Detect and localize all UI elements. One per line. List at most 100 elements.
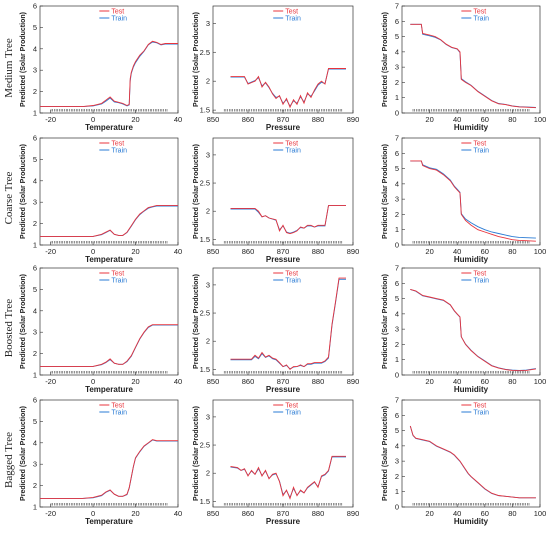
y-tick-label: 0 (395, 109, 399, 118)
x-tick-label: 100 (534, 247, 547, 256)
legend-label-train: Train (111, 148, 127, 155)
y-axis-label: Predicted (Solar Production) (382, 406, 389, 501)
y-tick-label: 7 (395, 264, 399, 273)
legend-label-train: Train (111, 410, 127, 417)
x-axis-label: Humidity (454, 123, 489, 132)
series-line-test (409, 425, 536, 499)
y-tick-label: 4 (33, 176, 37, 185)
chart-panel: 1.5 2 2.5 3 850 860 870 880 890 Pressure Predicted… (193, 5, 359, 132)
x-tick-label: 20 (425, 377, 433, 386)
y-tick-label: 2.5 (200, 179, 210, 188)
chart-panel: 1 2 3 4 5 6 -20 0 20 40 Temperature Predicted (Sola… (20, 264, 182, 395)
y-tick-label: 2 (206, 207, 210, 216)
y-tick-label: 6 (33, 134, 37, 143)
x-tick-label: 40 (174, 509, 182, 518)
x-tick-label: 20 (131, 115, 139, 124)
y-tick-label: 0 (395, 241, 399, 250)
y-tick-label: 3 (33, 328, 37, 337)
x-tick-label: 870 (277, 115, 290, 124)
chart-panel: 1 2 3 4 5 6 -20 0 20 40 Temperature Predicted (Sola… (20, 2, 182, 133)
row-label-boosted-tree: Boosted Tree (3, 299, 15, 357)
x-axis-label: Temperature (85, 255, 133, 264)
y-tick-label: 5 (33, 155, 37, 164)
y-tick-label: 2.5 (200, 309, 210, 318)
legend-label-test: Test (111, 141, 124, 148)
legend-label-test: Test (111, 403, 124, 410)
x-tick-label: 870 (277, 247, 290, 256)
series-line-test (230, 205, 346, 235)
x-tick-label: 20 (425, 509, 433, 518)
x-axis-label: Pressure (266, 517, 301, 526)
y-tick-label: 2 (206, 469, 210, 478)
x-tick-label: 20 (131, 377, 139, 386)
legend-label-train: Train (285, 16, 301, 23)
x-tick-label: 0 (91, 377, 95, 386)
y-tick-label: 1.5 (200, 235, 210, 244)
chart-panel: 1.5 2 2.5 3 850 860 870 880 890 Pressure Predicted… (193, 267, 359, 394)
y-tick-label: 4 (33, 306, 37, 315)
plot-frame (212, 137, 354, 246)
series-line-test (410, 23, 536, 109)
plot-frame (212, 5, 354, 114)
x-tick-label: -20 (45, 377, 56, 386)
x-tick-label: -20 (45, 509, 56, 518)
y-tick-label: 5 (33, 285, 37, 294)
y-tick-label: 3 (206, 412, 210, 421)
series-line-test (230, 68, 346, 109)
data-rug (223, 109, 343, 112)
y-tick-label: 4 (395, 441, 399, 450)
y-tick-label: 6 (395, 17, 399, 26)
x-tick-label: 40 (453, 247, 461, 256)
y-axis-label: Predicted (Solar Production) (20, 12, 27, 107)
row-label-medium-tree: Medium Tree (3, 38, 15, 98)
y-tick-label: 2 (395, 472, 399, 481)
y-tick-label: 3 (33, 198, 37, 207)
y-tick-label: 7 (395, 2, 399, 11)
x-tick-label: 0 (91, 115, 95, 124)
x-axis-label: Temperature (85, 123, 133, 132)
x-tick-label: 850 (207, 247, 220, 256)
y-axis-label: Predicted (Solar Production) (382, 12, 389, 107)
data-rug (223, 503, 343, 506)
chart-panel: 1.5 2 2.5 3 850 860 870 880 890 Pressure Predicted… (193, 137, 360, 264)
y-tick-label: 4 (395, 179, 399, 188)
legend-label-train: Train (111, 278, 127, 285)
x-tick-label: 60 (481, 509, 489, 518)
x-tick-label: -20 (45, 247, 56, 256)
legend-label-test: Test (285, 9, 298, 16)
x-tick-label: 20 (131, 509, 139, 518)
y-tick-label: 3 (395, 457, 399, 466)
series-line-test (40, 204, 178, 237)
y-axis-label: Predicted (Solar Production) (193, 12, 200, 107)
x-tick-label: 890 (347, 247, 360, 256)
x-tick-label: 850 (207, 377, 220, 386)
y-tick-label: 2 (395, 210, 399, 219)
y-tick-label: 3 (206, 19, 210, 28)
y-tick-label: 1 (33, 503, 37, 512)
y-tick-label: 1.5 (200, 106, 210, 115)
x-tick-label: 40 (453, 115, 461, 124)
y-axis-label: Predicted (Solar Production) (20, 406, 27, 501)
x-axis-label: Pressure (266, 255, 301, 264)
x-axis-label: Humidity (454, 517, 489, 526)
y-tick-label: 2 (33, 87, 37, 96)
y-tick-label: 5 (395, 32, 399, 41)
x-tick-label: 20 (425, 115, 433, 124)
legend-label-train: Train (285, 410, 301, 417)
y-tick-label: 2 (395, 78, 399, 87)
y-tick-label: 3 (33, 66, 37, 75)
y-tick-label: 6 (395, 411, 399, 420)
legend-label-train: Train (111, 16, 127, 23)
x-tick-label: 60 (481, 377, 489, 386)
x-tick-label: 100 (534, 509, 547, 518)
y-tick-label: 7 (395, 134, 399, 143)
y-tick-label: 5 (395, 294, 399, 303)
legend-label-train: Train (473, 16, 489, 23)
y-axis-label: Predicted (Solar Production) (193, 274, 200, 369)
data-rug (50, 371, 168, 374)
y-tick-label: 1 (33, 371, 37, 380)
data-rug (50, 241, 168, 244)
plot-frame (39, 267, 179, 376)
x-axis-label: Humidity (454, 255, 489, 264)
y-tick-label: 3 (206, 150, 210, 159)
